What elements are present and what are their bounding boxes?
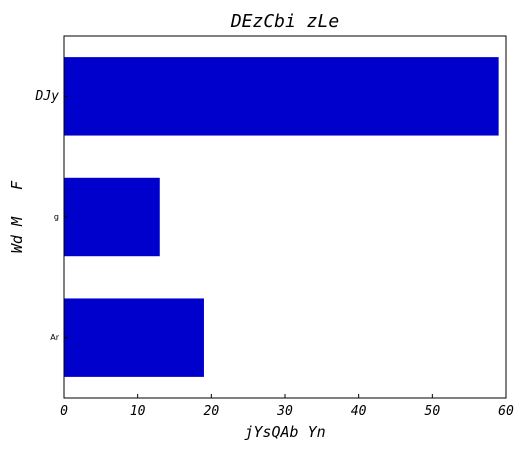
x-tick-label: 60 [498, 404, 514, 419]
bar-djy [64, 57, 499, 136]
x-axis-label: jYsQAb Yn [244, 423, 325, 441]
y-tick-label: Ar [50, 333, 59, 342]
chart-title: DEzCbi zLe [230, 11, 339, 32]
x-tick-label: 30 [276, 404, 293, 419]
bar-g [64, 177, 160, 257]
plot-area: DJy g Ar 0 10 20 30 40 50 60 [35, 35, 514, 419]
x-tick-label: 20 [204, 404, 220, 419]
y-axis-label: Wd M F [8, 180, 26, 253]
y-tick-label: g [54, 213, 59, 222]
y-tick-label: DJy [35, 89, 60, 104]
x-tick-label: 50 [425, 404, 441, 419]
plot-frame [63, 35, 507, 399]
x-tick-label: 40 [351, 404, 367, 419]
x-tick-label: 0 [60, 404, 68, 419]
x-tick-label: 10 [130, 404, 146, 419]
bar-ar [64, 298, 204, 377]
